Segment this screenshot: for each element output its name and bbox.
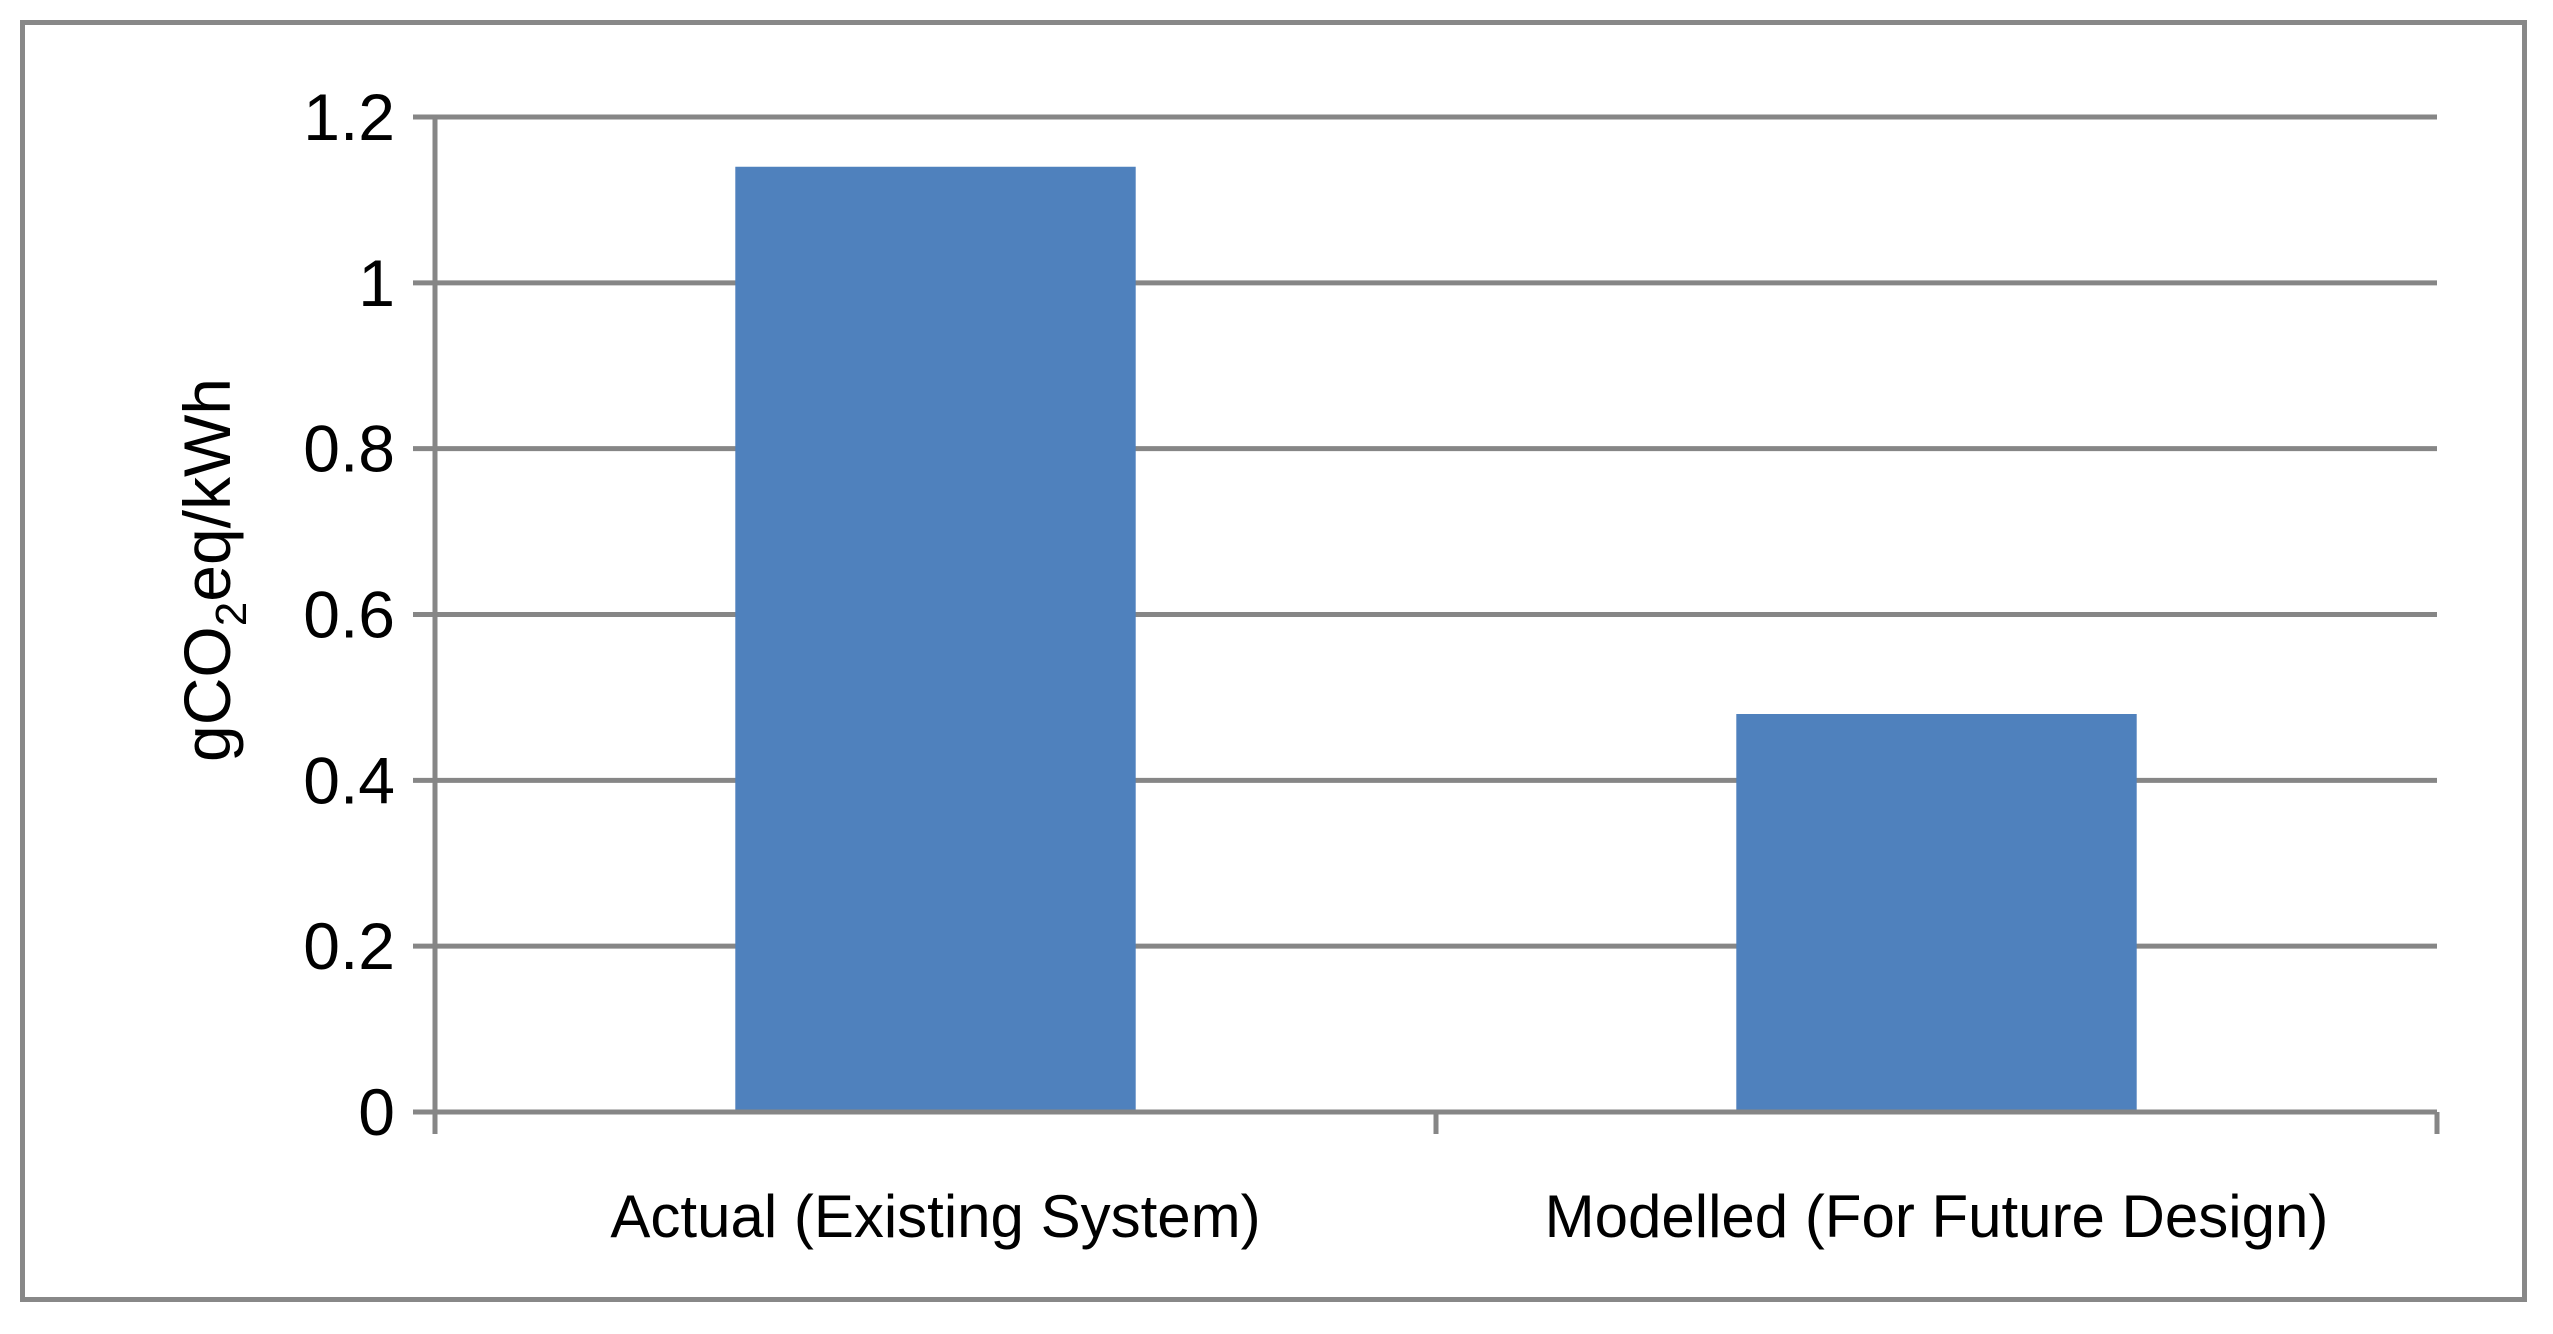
y-tick-label: 0.2 <box>303 909 395 983</box>
y-axis-title-subscript: 2 <box>207 602 256 626</box>
x-category-labels: Actual (Existing System) Modelled (For Fu… <box>610 1183 2328 1250</box>
bar <box>735 166 1136 1112</box>
y-tick-label: 0.4 <box>303 743 395 817</box>
y-tick-label: 0 <box>358 1075 395 1149</box>
x-category-label: Actual (Existing System) <box>610 1183 1260 1250</box>
axes <box>413 114 2440 1134</box>
y-tick-label: 1.2 <box>303 80 395 154</box>
y-axis-title-prefix: gCO <box>170 626 244 762</box>
bars <box>735 166 2137 1112</box>
y-tick-label: 1 <box>358 246 395 320</box>
y-tick-labels: 0 0.2 0.4 0.6 0.8 1 1.2 <box>303 80 395 1149</box>
bar <box>1736 714 2137 1112</box>
y-tick-label: 0.6 <box>303 578 395 652</box>
y-axis-title: gCO2eq/kWh <box>170 378 256 762</box>
y-tick-label: 0.8 <box>303 412 395 486</box>
y-axis-title-suffix: eq/kWh <box>170 378 244 602</box>
x-category-label: Modelled (For Future Design) <box>1545 1183 2329 1250</box>
